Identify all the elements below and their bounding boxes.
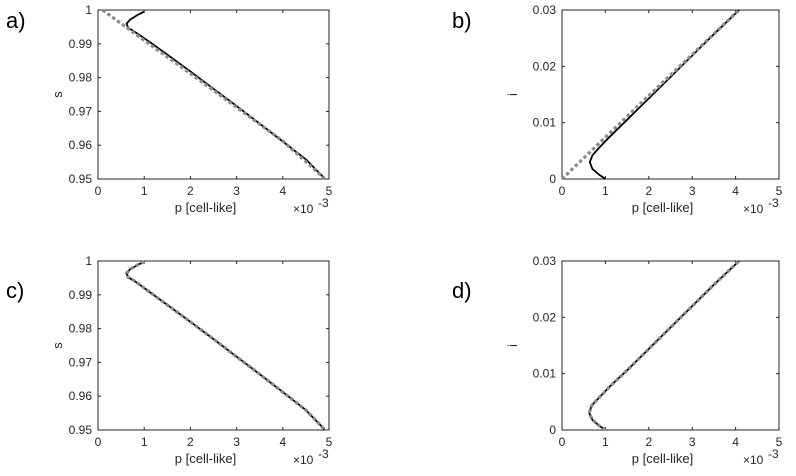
dotted-series-line [124, 260, 326, 431]
x-axis-label: p [cell-like] [175, 200, 236, 215]
solid-series-line [588, 9, 740, 180]
x-tick-label: 1 [141, 184, 148, 198]
chart-panel-b: b) 0 1 2 3 4 5 0 0.01 0.02 0.03 p [cell-like] i ×10 -3 [452, 3, 783, 216]
y-tick-label: 0.99 [69, 37, 93, 51]
x-axis-label: p [cell-like] [632, 451, 693, 466]
y-axis-label: s [50, 91, 65, 98]
dotted-series-line [101, 8, 326, 180]
panel-label: c) [6, 278, 24, 303]
x-tick-label: 5 [776, 435, 783, 449]
x-exponent-label: ×10 [743, 453, 764, 467]
x-exponent-power: -3 [318, 447, 329, 461]
x-tick-label: 3 [689, 184, 696, 198]
x-axis-label: p [cell-like] [632, 200, 693, 215]
x-tick-label: 4 [279, 435, 286, 449]
chart-panel-d: d) 0 1 2 3 4 5 0 0.01 0.02 0.03 p [cell-like] i ×10 -3 [452, 254, 783, 467]
x-tick-label: 3 [689, 435, 696, 449]
x-exponent-label: ×10 [743, 202, 764, 216]
x-tick-label: 4 [279, 184, 286, 198]
x-tick-label: 5 [326, 435, 333, 449]
axes-box [561, 260, 780, 431]
y-tick-label: 0.98 [69, 71, 93, 85]
x-exponent-label: ×10 [293, 202, 314, 216]
y-tick-label: 0.03 [533, 254, 557, 268]
x-exponent-label: ×10 [293, 453, 314, 467]
y-tick-label: 1 [85, 254, 92, 268]
axes-box [97, 9, 330, 180]
x-tick-label: 4 [732, 184, 739, 198]
x-exponent-power: -3 [318, 196, 329, 210]
y-tick-label: 0.97 [69, 355, 93, 369]
x-tick-label: 2 [187, 184, 194, 198]
panel-label: b) [452, 8, 472, 33]
y-tick-label: 1 [85, 3, 92, 17]
x-tick-label: 1 [141, 435, 148, 449]
y-tick-label: 0.95 [69, 172, 93, 186]
y-tick-label: 0.98 [69, 322, 93, 336]
x-tick-label: 2 [645, 435, 652, 449]
x-tick-label: 3 [233, 184, 240, 198]
dotted-series-line [560, 8, 741, 181]
chart-panel-a: a) 0 1 2 3 4 5 0.95 0.96 0.97 0.98 0.99 1 p [cell-lik… [6, 3, 333, 216]
x-tick-label: 2 [645, 184, 652, 198]
y-tick-label: 0.03 [533, 3, 557, 17]
y-axis-label: i [505, 93, 520, 96]
y-tick-label: 0.96 [69, 389, 93, 403]
y-axis-label: s [50, 342, 65, 349]
y-tick-label: 0.97 [69, 104, 93, 118]
axes-box [97, 260, 330, 431]
x-axis-label: p [cell-like] [175, 451, 236, 466]
y-tick-label: 0.02 [533, 310, 557, 324]
y-tick-label: 0.01 [533, 367, 557, 381]
axes-box [561, 9, 780, 180]
x-exponent-power: -3 [768, 447, 779, 461]
y-axis-label: i [505, 344, 520, 347]
x-tick-label: 0 [559, 184, 566, 198]
y-tick-label: 0.96 [69, 138, 93, 152]
x-tick-label: 5 [326, 184, 333, 198]
y-tick-label: 0.95 [69, 423, 93, 437]
panel-label: a) [6, 8, 26, 33]
chart-panel-c: c) 0 1 2 3 4 5 0.95 0.96 0.97 0.98 0.99 1 p [cell-lik… [6, 254, 333, 467]
y-tick-label: 0 [549, 423, 556, 437]
y-tick-label: 0.02 [533, 59, 557, 73]
panel-label: d) [452, 278, 472, 303]
x-exponent-power: -3 [768, 196, 779, 210]
x-tick-label: 1 [602, 184, 609, 198]
x-tick-label: 4 [732, 435, 739, 449]
y-tick-label: 0.99 [69, 288, 93, 302]
x-tick-label: 3 [233, 435, 240, 449]
y-tick-label: 0.01 [533, 116, 557, 130]
y-tick-label: 0 [549, 172, 556, 186]
solid-series-line [588, 260, 740, 431]
x-tick-label: 1 [602, 435, 609, 449]
x-tick-label: 2 [187, 435, 194, 449]
x-tick-label: 0 [95, 184, 102, 198]
x-tick-label: 0 [559, 435, 566, 449]
x-tick-label: 5 [776, 184, 783, 198]
x-tick-label: 0 [95, 435, 102, 449]
